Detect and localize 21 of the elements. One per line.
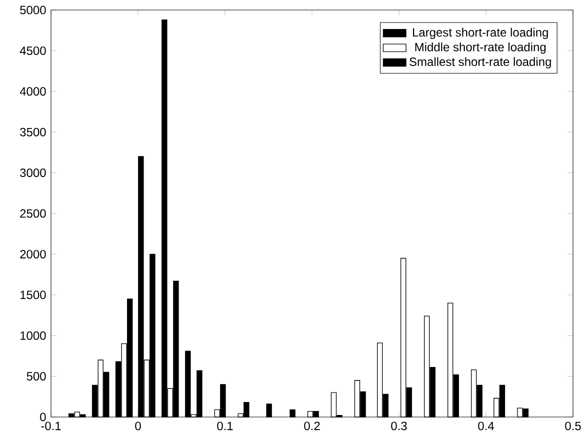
y-tick-label: 4500 xyxy=(20,46,46,55)
y-tick-label: 1500 xyxy=(20,290,46,300)
y-tick-label: 2500 xyxy=(20,209,46,218)
y-tick-label: 2000 xyxy=(20,250,46,258)
x-tick-label: 0.2 xyxy=(304,422,320,430)
x-tick-label: 0 xyxy=(135,422,141,430)
y-tick-label: 3000 xyxy=(20,168,46,178)
x-tick-label: 0.5 xyxy=(565,422,581,430)
y-tick-label: 3500 xyxy=(20,128,46,136)
legend-label: Middle short-rate loading xyxy=(415,42,546,54)
y-tick-label: 500 xyxy=(26,372,46,381)
x-tick-label: -0.1 xyxy=(41,422,61,430)
legend-label: Smallest short-rate loading xyxy=(410,57,551,68)
y-tick-label: 5000 xyxy=(20,6,46,14)
y-tick-label: 1000 xyxy=(20,331,46,340)
x-tick-label: 0.4 xyxy=(478,422,494,430)
y-tick-label: 4000 xyxy=(20,87,46,96)
y-tick-label: 0 xyxy=(40,412,46,422)
legend-label: Largest short-rate loading xyxy=(412,28,548,39)
x-tick-label: 0.1 xyxy=(217,422,233,430)
x-tick-label: 0.3 xyxy=(391,422,407,430)
